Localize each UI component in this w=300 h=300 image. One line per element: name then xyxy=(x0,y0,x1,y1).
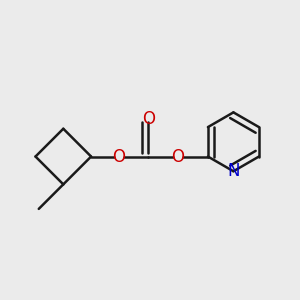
Text: N: N xyxy=(227,162,240,180)
Text: O: O xyxy=(171,148,184,166)
Text: O: O xyxy=(142,110,155,128)
Text: O: O xyxy=(112,148,125,166)
